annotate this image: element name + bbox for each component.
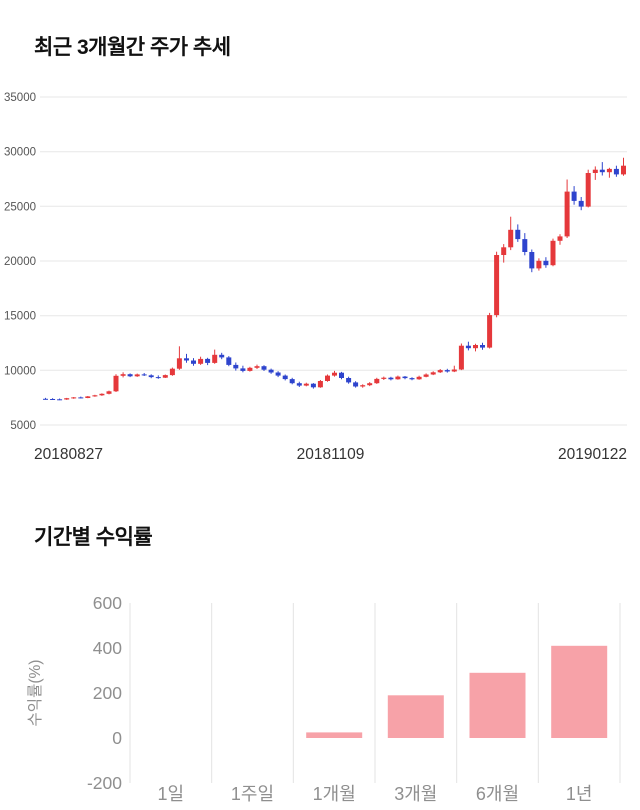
svg-text:10000: 10000 [4,365,36,377]
svg-text:0: 0 [112,728,122,748]
returns-chart-svg: 600 400 200 0 -200 1일 1주일 1개월 3개월 6개월 1년 수익률(%) [26,593,621,804]
svg-text:1개월: 1개월 [313,784,356,804]
bars [306,645,608,738]
grid-lines [129,603,621,783]
svg-text:25000: 25000 [4,201,36,213]
svg-text:6개월: 6개월 [476,784,519,804]
svg-text:15000: 15000 [4,311,36,323]
svg-text:5000: 5000 [10,420,36,432]
grid-lines [40,96,627,426]
svg-text:1주일: 1주일 [231,784,274,804]
price-chart-title: 최근 3개월간 주가 추세 [34,36,231,59]
svg-text:600: 600 [93,593,122,613]
y-axis-title: 수익률(%) [26,660,44,727]
returns-chart-title: 기간별 수익률 [34,526,153,549]
price-chart-x-axis: 20180827 20181109 20190122 [34,446,627,464]
svg-text:35000: 35000 [4,92,36,104]
svg-text:1년: 1년 [566,784,593,804]
x-label-middle: 20181109 [296,446,365,463]
y-axis-labels: 600 400 200 0 -200 [87,593,122,793]
x-axis-labels: 1일 1주일 1개월 3개월 6개월 1년 [158,784,593,804]
svg-text:30000: 30000 [4,147,36,159]
svg-text:400: 400 [93,638,122,658]
svg-text:3개월: 3개월 [394,784,437,804]
x-label-start: 20180827 [34,446,103,463]
svg-text:-200: -200 [87,773,122,793]
y-axis-labels: 35000 30000 25000 20000 15000 10000 5000 [4,92,36,432]
svg-text:1일: 1일 [158,784,185,804]
svg-text:200: 200 [93,683,122,703]
price-chart-svg: 35000 30000 25000 20000 15000 10000 5000 [4,92,627,432]
svg-text:20000: 20000 [4,256,36,268]
candles [43,157,626,401]
x-label-end: 20190122 [558,446,627,463]
